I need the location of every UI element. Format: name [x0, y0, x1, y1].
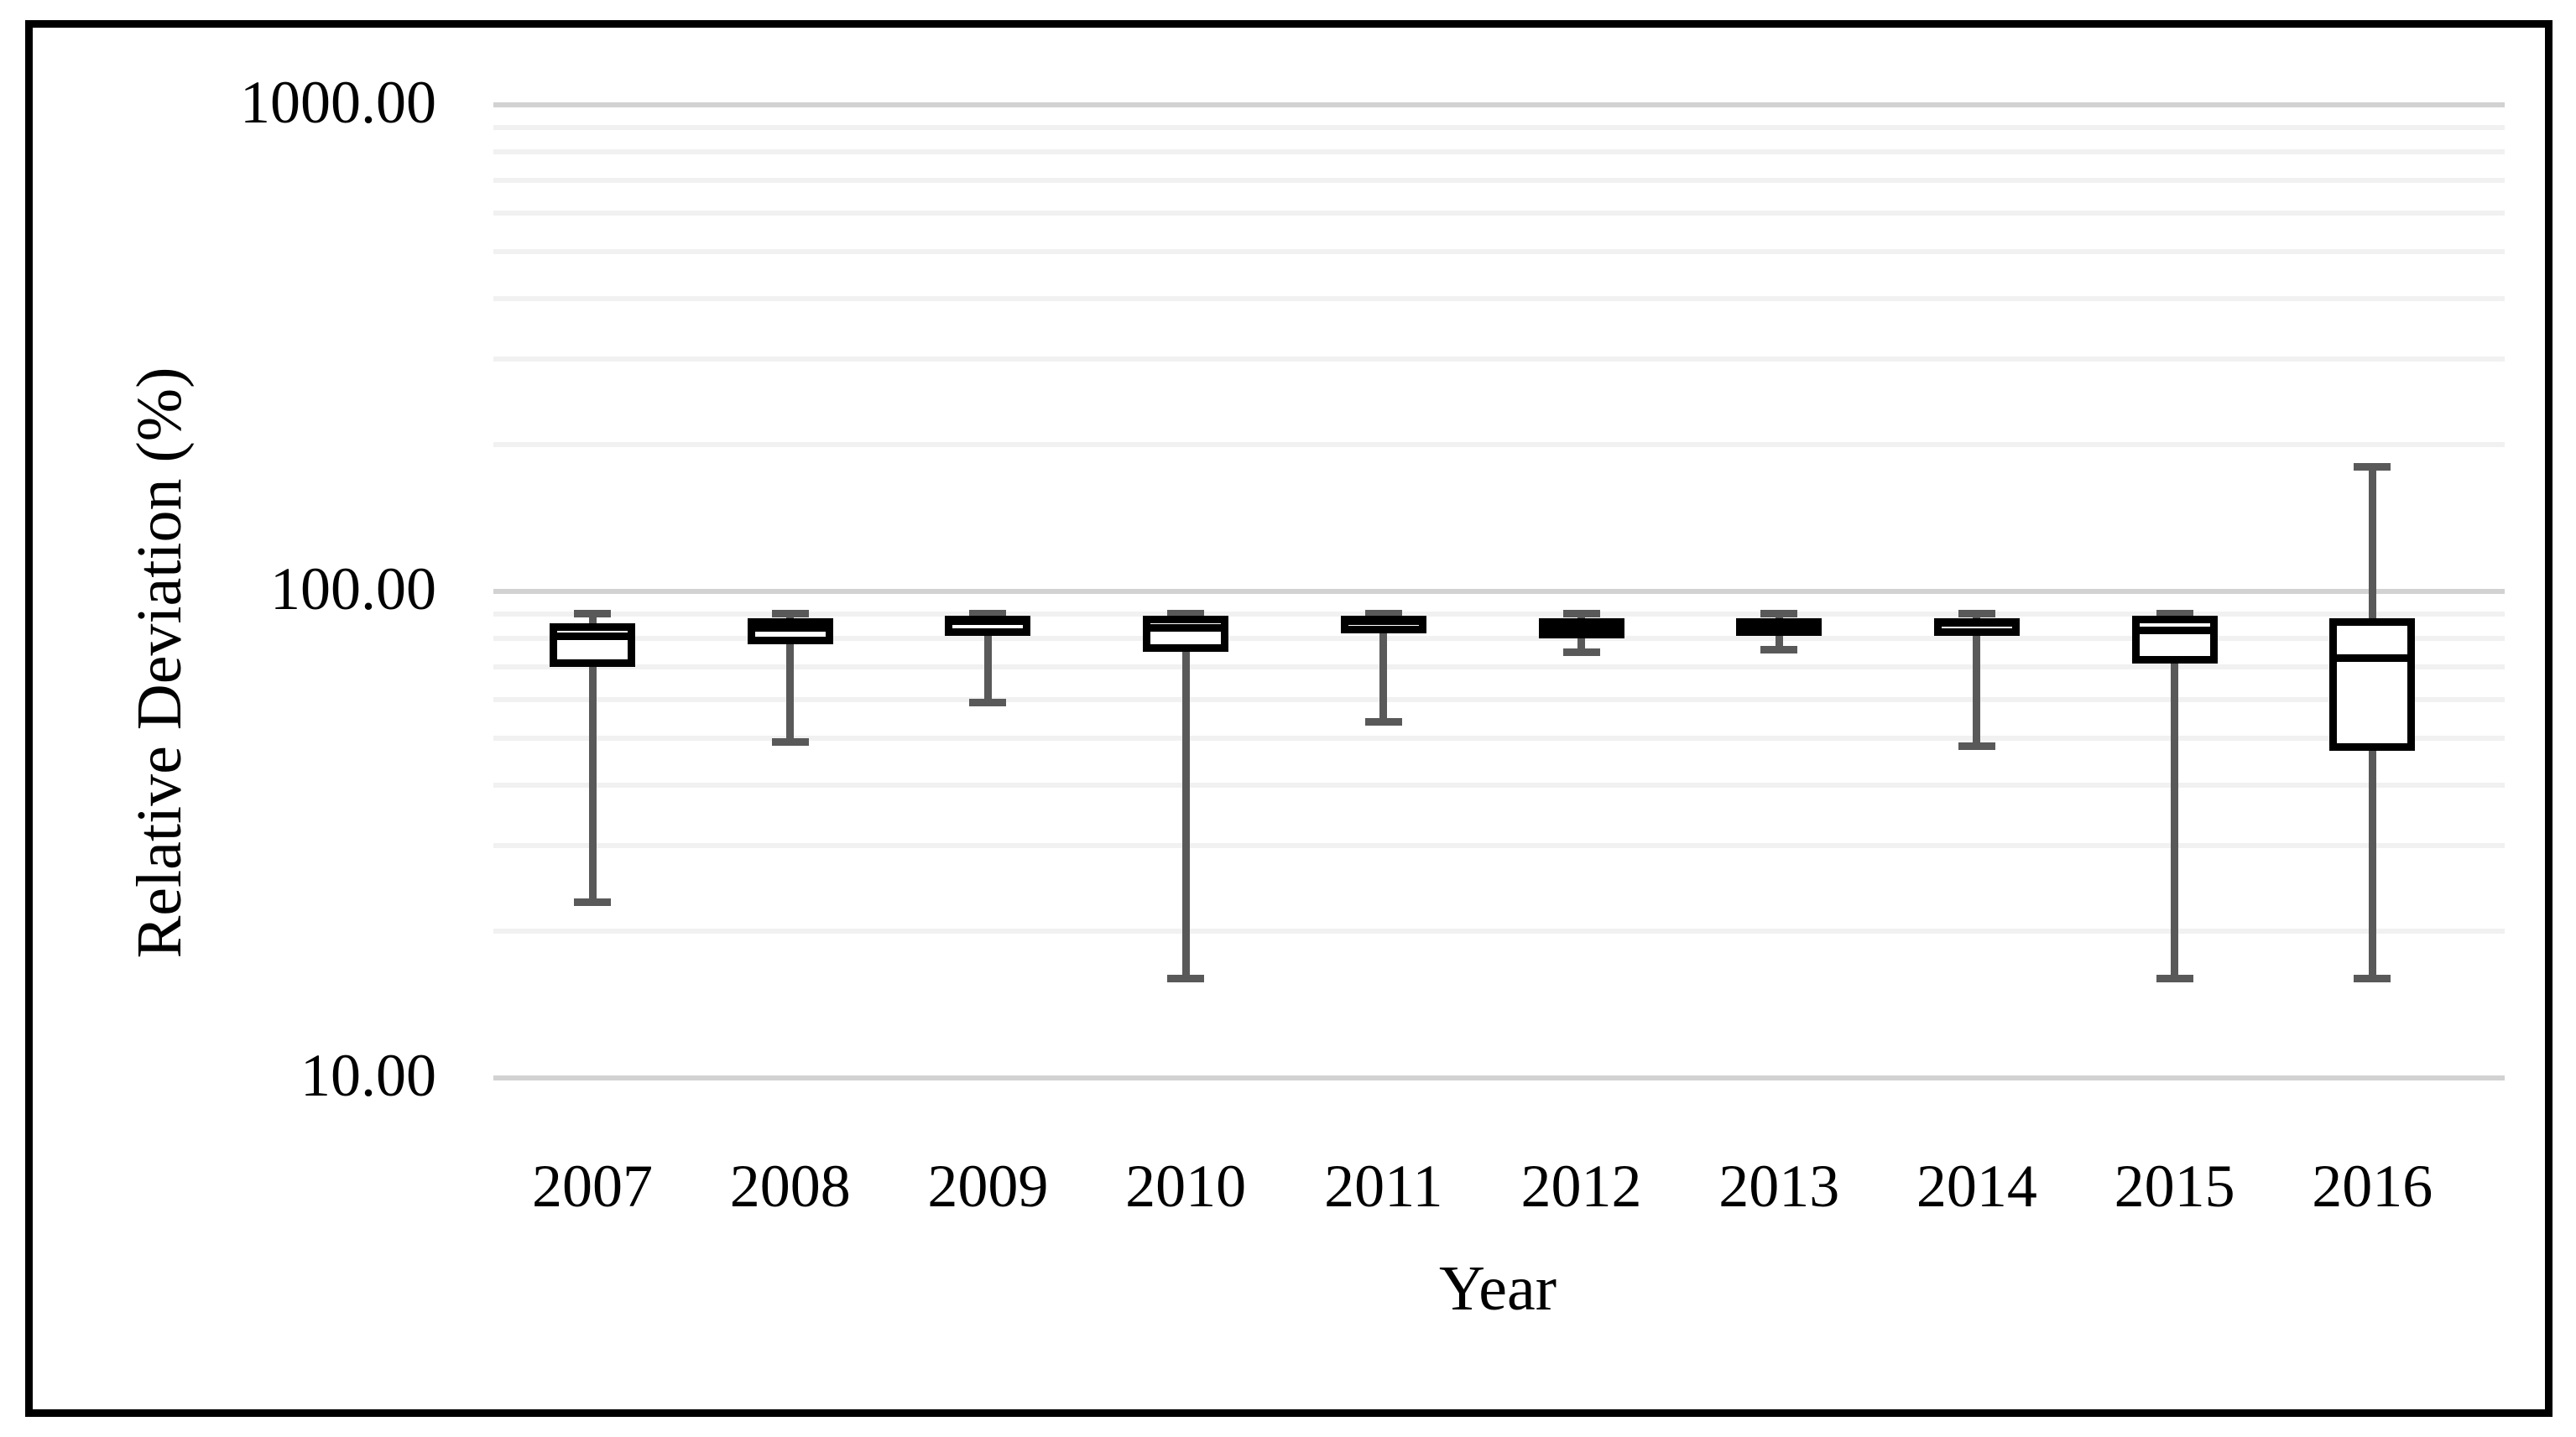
lower-whisker-2012	[1577, 638, 1585, 653]
lower-whisker-cap-2010	[1167, 975, 1205, 983]
lower-whisker-2015	[2171, 664, 2179, 979]
median-line-2016	[2329, 653, 2416, 662]
box-plot-2010	[1143, 616, 1229, 653]
lower-whisker-cap-2015	[2156, 975, 2193, 983]
upper-whisker-cap-2014	[1958, 610, 1995, 618]
lower-whisker-cap-2016	[2354, 975, 2391, 983]
x-axis-tick-label-2008: 2008	[729, 1153, 851, 1220]
major-gridline	[493, 1075, 2505, 1080]
lower-whisker-2014	[1973, 636, 1981, 747]
median-line-2013	[1736, 624, 1822, 633]
median-line-2010	[1143, 624, 1229, 633]
lower-whisker-cap-2013	[1760, 645, 1798, 653]
median-line-2015	[2131, 627, 2218, 635]
median-line-2012	[1538, 624, 1624, 633]
box-plot-2016	[2329, 618, 2416, 752]
upper-whisker-2007	[588, 613, 597, 623]
upper-whisker-cap-2011	[1364, 610, 1402, 618]
x-axis-tick-label-2015: 2015	[2114, 1153, 2235, 1220]
lower-whisker-cap-2009	[969, 699, 1007, 707]
upper-whisker-cap-2008	[771, 610, 809, 618]
minor-gridline	[493, 735, 2505, 741]
median-line-2011	[1340, 617, 1426, 625]
minor-gridline	[493, 177, 2505, 183]
box-plot-2007	[550, 622, 635, 667]
minor-gridline	[493, 442, 2505, 448]
lower-whisker-2007	[588, 666, 597, 903]
box-plot-2015	[2131, 616, 2218, 664]
y-axis-tick-label: 1000.00	[240, 69, 436, 137]
x-axis-tick-label-2013: 2013	[1718, 1153, 1840, 1220]
lower-whisker-2010	[1181, 652, 1190, 979]
lower-whisker-2011	[1379, 633, 1388, 722]
x-axis-tick-label-2012: 2012	[1520, 1153, 1642, 1220]
lower-whisker-2016	[2368, 751, 2376, 979]
upper-whisker-cap-2016	[2354, 463, 2391, 471]
minor-gridline	[493, 357, 2505, 362]
upper-whisker-cap-2007	[574, 610, 611, 618]
y-axis-tick-label: 10.00	[300, 1042, 436, 1110]
lower-whisker-2009	[983, 636, 992, 703]
lower-whisker-cap-2007	[574, 898, 611, 906]
minor-gridline	[493, 636, 2505, 642]
lower-whisker-cap-2012	[1562, 648, 1600, 656]
upper-whisker-cap-2013	[1760, 610, 1798, 618]
minor-gridline	[493, 124, 2505, 130]
median-line-2008	[747, 624, 833, 633]
minor-gridline	[493, 929, 2505, 935]
minor-gridline	[493, 696, 2505, 702]
lower-whisker-2008	[786, 643, 795, 742]
major-gridline	[493, 589, 2505, 594]
x-axis-tick-label-2007: 2007	[532, 1153, 653, 1220]
x-axis-tick-label-2009: 2009	[927, 1153, 1049, 1220]
median-line-2014	[1933, 619, 2020, 627]
x-axis-tick-label-2011: 2011	[1324, 1153, 1443, 1220]
minor-gridline	[493, 210, 2505, 216]
lower-whisker-cap-2008	[771, 738, 809, 747]
x-axis-tick-label-2016: 2016	[2312, 1153, 2433, 1220]
x-axis-title: Year	[1438, 1253, 1557, 1324]
upper-whisker-cap-2012	[1562, 610, 1600, 618]
minor-gridline	[493, 149, 2505, 155]
minor-gridline	[493, 843, 2505, 849]
median-line-2009	[945, 617, 1031, 625]
x-axis-tick-label-2010: 2010	[1125, 1153, 1247, 1220]
upper-whisker-2016	[2368, 466, 2376, 619]
upper-whisker-cap-2010	[1167, 610, 1205, 618]
lower-whisker-cap-2011	[1364, 717, 1402, 726]
upper-whisker-cap-2015	[2156, 610, 2193, 618]
minor-gridline	[493, 611, 2505, 617]
median-line-2007	[550, 632, 635, 640]
upper-whisker-cap-2009	[969, 610, 1007, 618]
minor-gridline	[493, 295, 2505, 301]
y-axis-tick-label: 100.00	[270, 555, 436, 623]
major-gridline	[493, 102, 2505, 107]
lower-whisker-2013	[1775, 636, 1783, 650]
minor-gridline	[493, 664, 2505, 669]
minor-gridline	[493, 782, 2505, 788]
figure-border	[25, 20, 2553, 1417]
minor-gridline	[493, 248, 2505, 254]
x-axis-tick-label-2014: 2014	[1916, 1153, 2037, 1220]
lower-whisker-cap-2014	[1958, 742, 1995, 751]
